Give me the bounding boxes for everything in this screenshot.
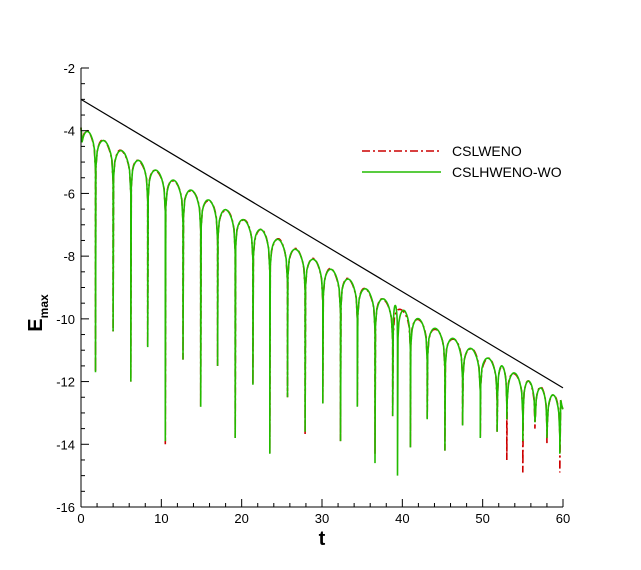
reference-line <box>80 98 564 389</box>
y-axis-title-main: E <box>25 318 47 331</box>
x-tick-label: 0 <box>77 511 84 526</box>
x-tick-label: 40 <box>395 511 409 526</box>
x-tick-label: 10 <box>154 511 168 526</box>
legend-label-cslhweno-wo: CSLHWENO-WO <box>452 164 562 180</box>
x-tick-label: 30 <box>315 511 329 526</box>
legend-label-cslweno: CSLWENO <box>452 143 522 159</box>
series-cslhweno-wo-line <box>80 127 564 476</box>
y-axis-title-subscript: max <box>37 294 51 318</box>
x-tick-label: 20 <box>234 511 248 526</box>
x-axis-title: t <box>319 528 326 550</box>
y-tick-label: -10 <box>56 312 75 327</box>
x-tick-label: 50 <box>475 511 489 526</box>
plot-area <box>80 98 564 476</box>
legend: CSLWENO CSLHWENO-WO <box>362 143 562 180</box>
y-tick-label: -2 <box>63 61 75 76</box>
y-tick-label: -8 <box>63 249 75 264</box>
y-axis-title: Emax <box>25 294 51 332</box>
svg-text:Emax: Emax <box>25 294 51 332</box>
axes: 0 10 20 30 40 50 60 -2 -4 -6 -8 -10 -12 -14 -16 <box>56 61 570 526</box>
y-tick-label: -12 <box>56 375 75 390</box>
y-tick-label: -16 <box>56 500 75 515</box>
x-tick-label: 60 <box>556 511 570 526</box>
y-tick-label: -6 <box>63 186 75 201</box>
y-tick-label: -4 <box>63 124 75 139</box>
y-tick-label: -14 <box>56 437 75 452</box>
